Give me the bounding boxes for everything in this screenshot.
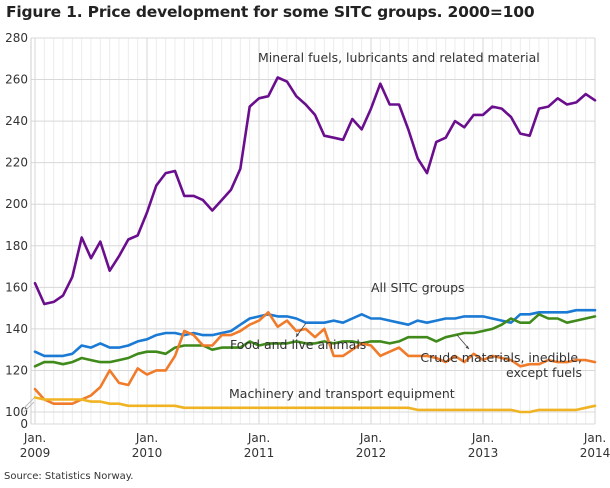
series-line-all-sitc-groups bbox=[33, 308, 597, 358]
annotation-food: Food and live animals bbox=[230, 337, 366, 352]
series-line-mineral-fuels-lubricants-and-related-material bbox=[33, 76, 597, 306]
y-tick-label: 220 bbox=[5, 156, 28, 170]
series-line-machinery-and-transport-equipment bbox=[33, 396, 597, 414]
annotation-machinery: Machinery and transport equipment bbox=[229, 386, 455, 401]
axis-break-mark bbox=[23, 397, 35, 409]
series-lines bbox=[33, 76, 597, 414]
x-tick-label: Jan. 2014 bbox=[580, 431, 610, 460]
x-tick-month: Jan. bbox=[359, 431, 382, 445]
x-tick-label: Jan. 2011 bbox=[244, 431, 275, 460]
annotation-all-sitc: All SITC groups bbox=[371, 280, 465, 295]
x-tick-year: 2011 bbox=[244, 446, 275, 460]
y-tick-label: 200 bbox=[5, 197, 28, 211]
y-tick-label: 0 bbox=[20, 417, 28, 431]
x-tick-month: Jan. bbox=[23, 431, 46, 445]
y-tick-label: 140 bbox=[5, 322, 28, 336]
axis-break-mark bbox=[23, 401, 35, 413]
y-tick-label: 160 bbox=[5, 280, 28, 294]
x-tick-year: 2013 bbox=[468, 446, 499, 460]
y-tick-label: 180 bbox=[5, 239, 28, 253]
x-tick-year: 2009 bbox=[20, 446, 51, 460]
x-tick-label: Jan. 2010 bbox=[132, 431, 163, 460]
y-tick-label: 120 bbox=[5, 363, 28, 377]
source-note: Source: Statistics Norway. bbox=[4, 471, 134, 482]
x-tick-label: Jan. 2009 bbox=[20, 431, 51, 460]
x-tick-label: Jan. 2012 bbox=[356, 431, 387, 460]
arrowhead-icon bbox=[465, 345, 469, 349]
annotation-crude-line1: Crude materials, inedible, bbox=[420, 350, 582, 365]
x-tick-year: 2012 bbox=[356, 446, 387, 460]
x-tick-year: 2010 bbox=[132, 446, 163, 460]
arrowhead-icon bbox=[296, 333, 299, 337]
annotations: Mineral fuels, lubricants and related ma… bbox=[229, 50, 582, 401]
gridlines bbox=[31, 37, 596, 425]
x-tick-month: Jan. bbox=[471, 431, 494, 445]
x-tick-label: Jan. 2013 bbox=[468, 431, 499, 460]
x-tick-month: Jan. bbox=[583, 431, 606, 445]
series-line-crude-materials-inedible-except-fuels bbox=[33, 310, 597, 406]
x-tick-month: Jan. bbox=[247, 431, 270, 445]
annotation-mineral-fuels: Mineral fuels, lubricants and related ma… bbox=[258, 50, 540, 65]
y-tick-label: 240 bbox=[5, 114, 28, 128]
y-tick-label: 100 bbox=[5, 405, 28, 419]
annotation-crude-line2: except fuels bbox=[506, 365, 582, 380]
series-line-food-and-live-animals bbox=[33, 312, 597, 368]
x-tick-month: Jan. bbox=[135, 431, 158, 445]
y-tick-label: 260 bbox=[5, 73, 28, 87]
chart-title: Figure 1. Price development for some SIT… bbox=[6, 3, 535, 21]
y-tick-label: 280 bbox=[5, 31, 28, 45]
x-tick-year: 2014 bbox=[580, 446, 610, 460]
